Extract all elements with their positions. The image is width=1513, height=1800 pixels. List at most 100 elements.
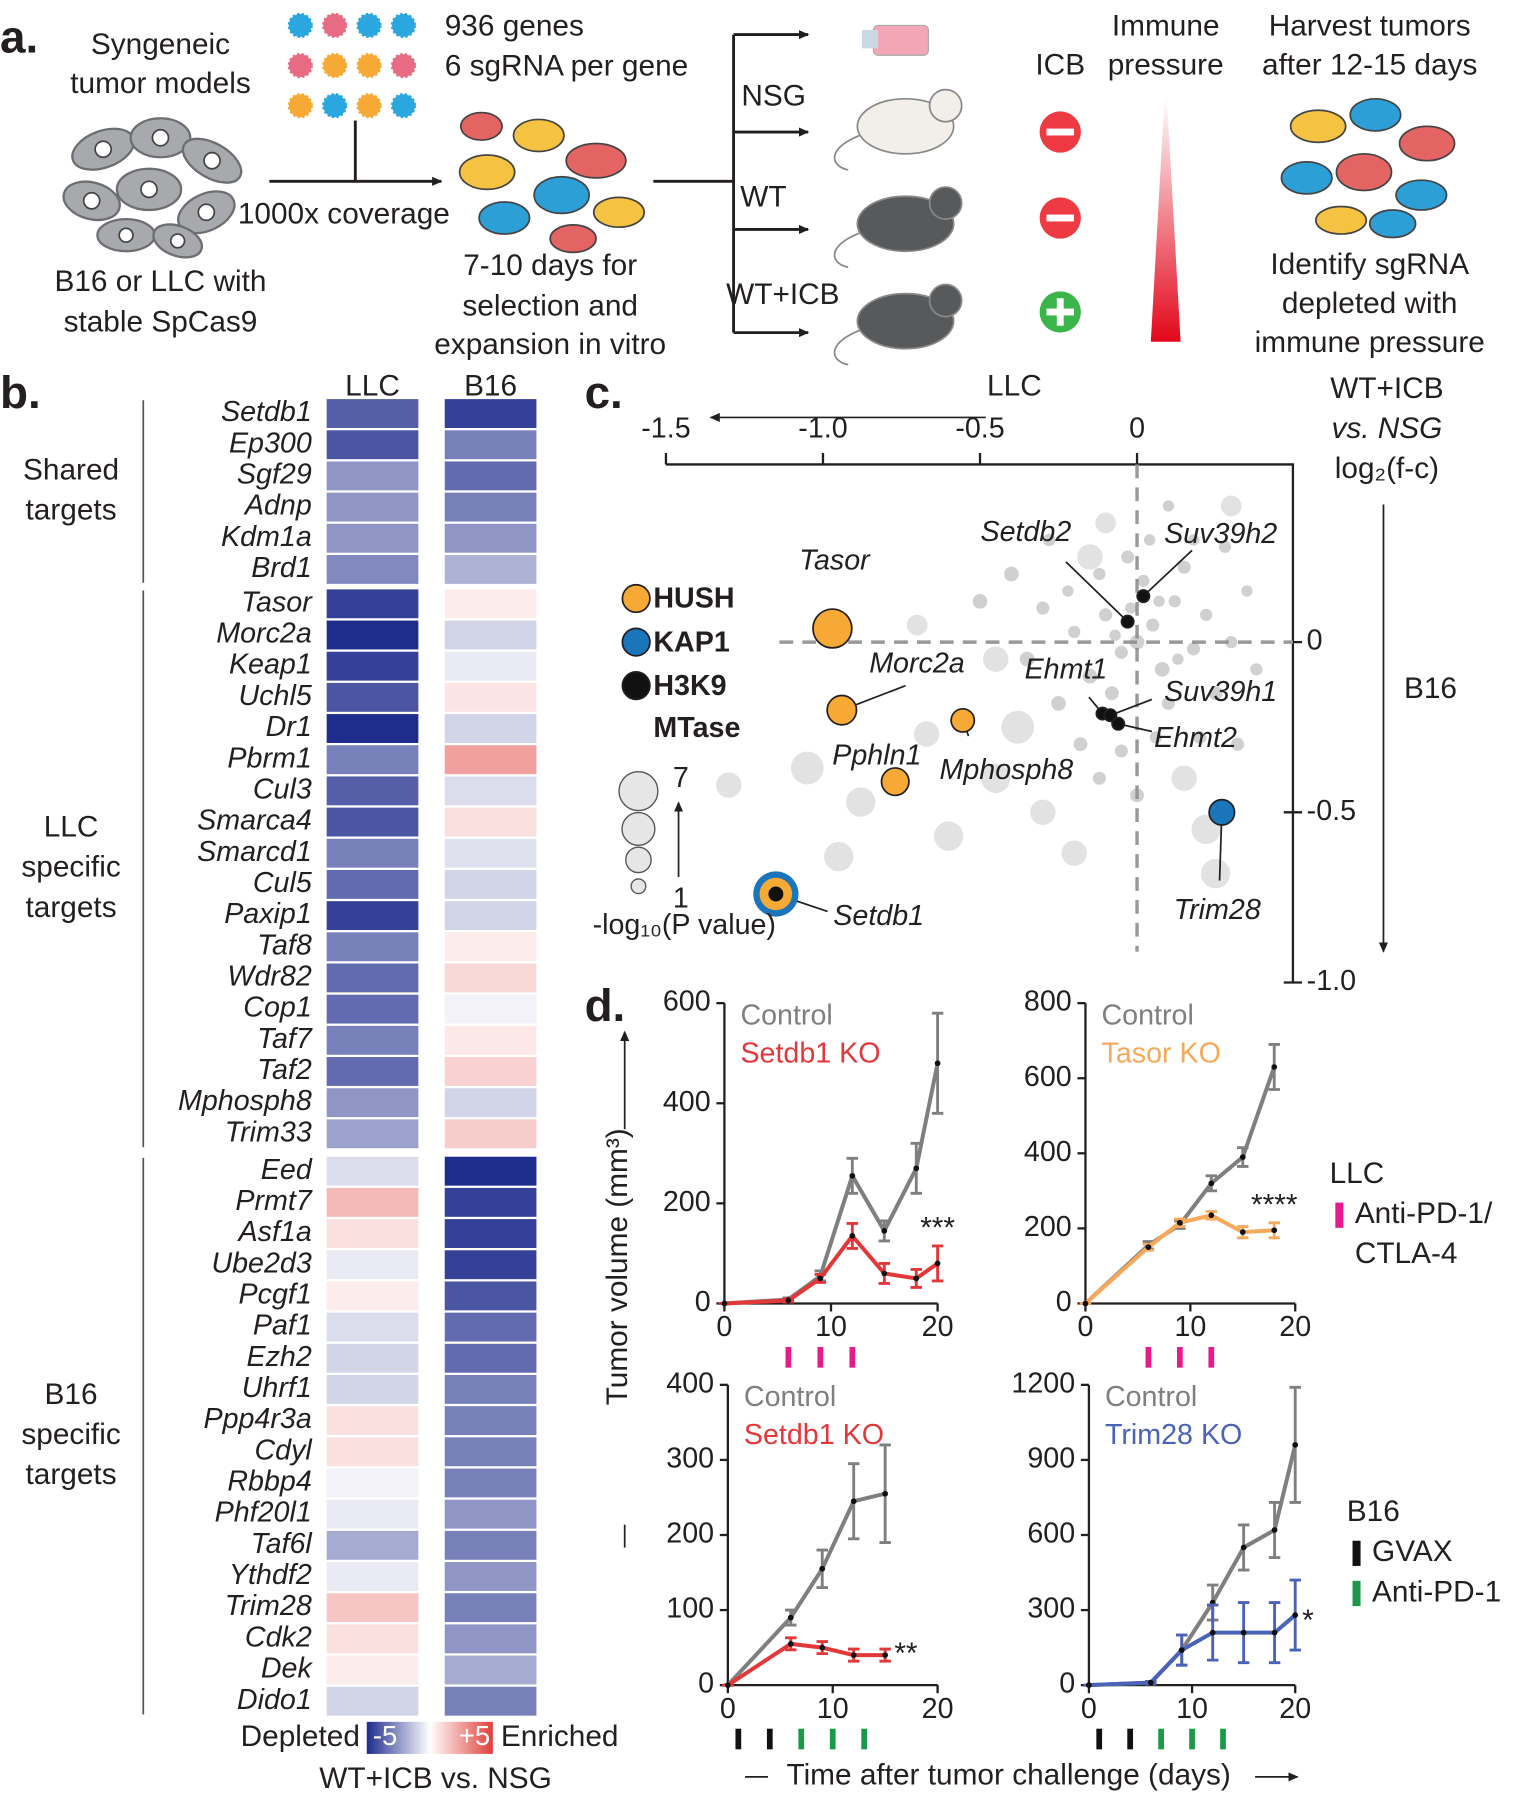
heat-cell <box>326 1187 419 1217</box>
scale-label: vs. NSG <box>1331 412 1442 445</box>
y-tick-label: 0 <box>1059 1668 1075 1700</box>
background-point <box>1073 737 1088 752</box>
legend-entry: Trim28 KO <box>1105 1419 1242 1451</box>
heat-cell <box>326 776 419 806</box>
schematic-text: Identify sgRNA <box>1270 248 1469 281</box>
x-tick-label: 0 <box>1129 413 1145 445</box>
legend-entry: H3K9 MTase <box>653 670 740 745</box>
y-tick-label: 400 <box>663 1086 711 1118</box>
highlight-point <box>1208 798 1236 826</box>
background-point <box>1077 544 1103 570</box>
heat-cell <box>444 1562 537 1591</box>
size-legend-marker <box>618 771 659 812</box>
heat-cell <box>444 1468 537 1498</box>
legend-entry: Setdb1 KO <box>740 1037 880 1069</box>
schematic-text: WT+ICB <box>726 278 839 311</box>
heat-cell <box>444 1593 537 1623</box>
treatment-tick <box>861 1728 868 1750</box>
heat-cell <box>326 1119 419 1149</box>
heat-cell <box>444 1281 537 1311</box>
gene-label: Pcgf1 <box>239 1278 312 1310</box>
data-point <box>787 1640 794 1647</box>
y-tick-label: 0 <box>1056 1286 1072 1318</box>
heat-cell <box>444 1250 537 1280</box>
background-point <box>1250 663 1263 676</box>
y-tick-label: 300 <box>1027 1593 1075 1625</box>
heat-cell <box>326 1219 419 1248</box>
background-point <box>1001 710 1035 744</box>
point-label: Morc2a <box>869 648 965 680</box>
legend-text: HUSH <box>653 582 735 615</box>
gene-label: Smarca4 <box>197 805 312 837</box>
background-point <box>1220 495 1242 517</box>
gene-label: Setdb1 <box>221 396 312 428</box>
schematic-text: WT <box>740 180 786 213</box>
data-point <box>1271 1629 1278 1636</box>
background-point <box>1099 608 1113 622</box>
data-point <box>913 1165 920 1172</box>
legend-entry: Control <box>744 1381 836 1413</box>
significance: * <box>1302 1604 1314 1637</box>
schematic-text: pressure <box>1108 49 1224 82</box>
heat-cell <box>444 1025 537 1055</box>
gene-label: Taf2 <box>257 1054 312 1086</box>
x-tick-label: -1.5 <box>641 413 690 445</box>
heat-cell <box>444 1406 537 1436</box>
gene-label: Eed <box>261 1154 313 1186</box>
gene-label: Cop1 <box>243 992 311 1024</box>
point-label: Mphosph8 <box>939 754 1073 786</box>
heat-cell <box>444 1312 537 1342</box>
group-label: targets <box>26 891 117 924</box>
heat-cell <box>444 399 537 428</box>
background-point <box>790 751 824 785</box>
heat-cell <box>444 589 537 619</box>
heat-cell <box>326 1057 419 1086</box>
treatment-tick <box>849 1347 856 1368</box>
data-point <box>1147 1679 1154 1686</box>
gene-label: Rbbp4 <box>227 1466 311 1498</box>
colorbar-label: Depleted <box>241 1720 360 1753</box>
data-point <box>1271 1527 1278 1533</box>
background-point <box>1036 601 1050 615</box>
background-point <box>716 772 742 798</box>
data-point <box>1208 1180 1215 1187</box>
series-line <box>1088 1613 1297 1688</box>
highlight-point <box>1103 708 1118 723</box>
heat-cell <box>444 620 537 650</box>
background-point <box>1161 696 1176 710</box>
data-point <box>850 1652 857 1658</box>
gene-label: Dr1 <box>266 711 312 743</box>
background-point <box>1168 595 1181 608</box>
gene-label: Uhrf1 <box>242 1372 312 1404</box>
y-tick-label: 900 <box>1027 1442 1075 1474</box>
gene-label: Dido1 <box>237 1684 312 1716</box>
series-line <box>1088 1444 1298 1688</box>
heat-cell <box>326 682 419 712</box>
gene-label: Asf1a <box>237 1216 312 1248</box>
heat-cell <box>444 1499 537 1529</box>
point-label: Trim28 <box>1174 894 1261 926</box>
background-point <box>1061 840 1087 866</box>
heat-cell <box>444 492 537 522</box>
panel-label: b. <box>0 367 41 418</box>
gene-label: Tasor <box>241 586 313 618</box>
heat-cell <box>326 492 419 522</box>
gene-label: Phf20l1 <box>215 1497 312 1529</box>
heat-cell <box>444 1624 537 1654</box>
legend-marker <box>621 627 651 657</box>
group-label: specific <box>21 851 120 884</box>
treatment-tick <box>798 1728 805 1750</box>
background-point <box>983 646 1009 672</box>
illustration <box>62 12 1456 366</box>
background-point <box>1019 651 1035 667</box>
gene-label: Cul5 <box>253 867 312 899</box>
heat-cell <box>326 1624 419 1654</box>
legend-swatch <box>1352 1540 1361 1566</box>
y-tick-label: 0 <box>695 1286 711 1318</box>
data-point <box>850 1498 857 1505</box>
heat-cell <box>444 1374 537 1404</box>
schematic-text: ICB <box>1035 49 1085 82</box>
heat-cell <box>444 1655 537 1685</box>
group-label: Shared <box>23 453 119 486</box>
